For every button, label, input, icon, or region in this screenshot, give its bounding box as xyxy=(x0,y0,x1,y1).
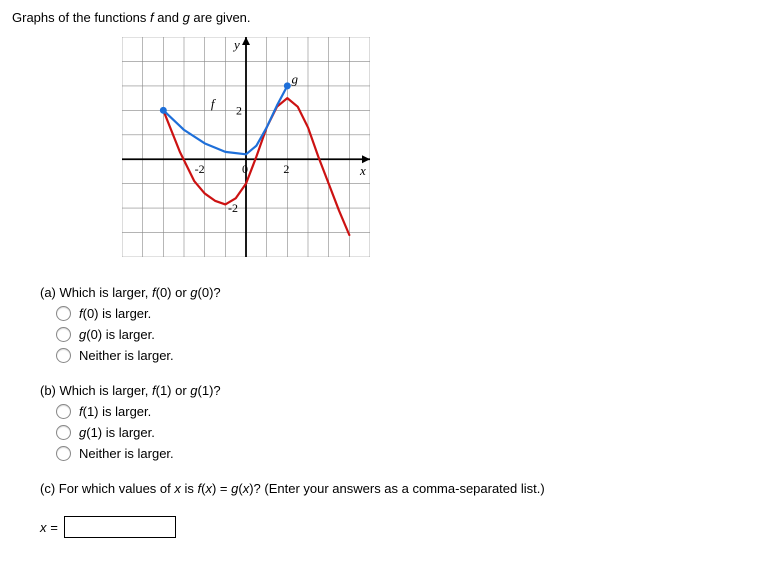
radio-icon xyxy=(56,404,71,419)
question-b: (b) Which is larger, f(1) or g(1)? f(1) … xyxy=(40,383,750,461)
radio-icon xyxy=(56,446,71,461)
qa-option-2[interactable]: g(0) is larger. xyxy=(56,327,750,342)
question-a-head: (a) Which is larger, f(0) or g(0)? xyxy=(40,285,750,300)
svg-text:f: f xyxy=(211,96,217,111)
question-c-head: (c) For which values of x is f(x) = g(x)… xyxy=(40,481,750,496)
qb-option-2[interactable]: g(1) is larger. xyxy=(56,425,750,440)
radio-icon xyxy=(56,425,71,440)
svg-text:2: 2 xyxy=(236,103,242,117)
qb-option-3[interactable]: Neither is larger. xyxy=(56,446,750,461)
svg-text:x: x xyxy=(359,163,366,178)
svg-text:-2: -2 xyxy=(195,162,205,176)
qa-option-1[interactable]: f(0) is larger. xyxy=(56,306,750,321)
function-graph: -2022-2xyfg xyxy=(122,37,370,257)
qc-input-row: x = xyxy=(40,516,750,538)
question-b-head: (b) Which is larger, f(1) or g(1)? xyxy=(40,383,750,398)
svg-text:g: g xyxy=(291,71,298,86)
svg-text:0: 0 xyxy=(242,162,248,176)
question-c: (c) For which values of x is f(x) = g(x)… xyxy=(40,481,750,496)
graph-container: -2022-2xyfg xyxy=(122,37,750,257)
qb-option-1[interactable]: f(1) is larger. xyxy=(56,404,750,419)
qc-text-input[interactable] xyxy=(64,516,176,538)
svg-text:2: 2 xyxy=(283,162,289,176)
qa-option-3[interactable]: Neither is larger. xyxy=(56,348,750,363)
question-a: (a) Which is larger, f(0) or g(0)? f(0) … xyxy=(40,285,750,363)
radio-icon xyxy=(56,348,71,363)
radio-icon xyxy=(56,306,71,321)
svg-text:y: y xyxy=(232,37,240,52)
qc-input-label: x = xyxy=(40,520,58,535)
intro-text: Graphs of the functions f and g are give… xyxy=(12,10,750,25)
radio-icon xyxy=(56,327,71,342)
